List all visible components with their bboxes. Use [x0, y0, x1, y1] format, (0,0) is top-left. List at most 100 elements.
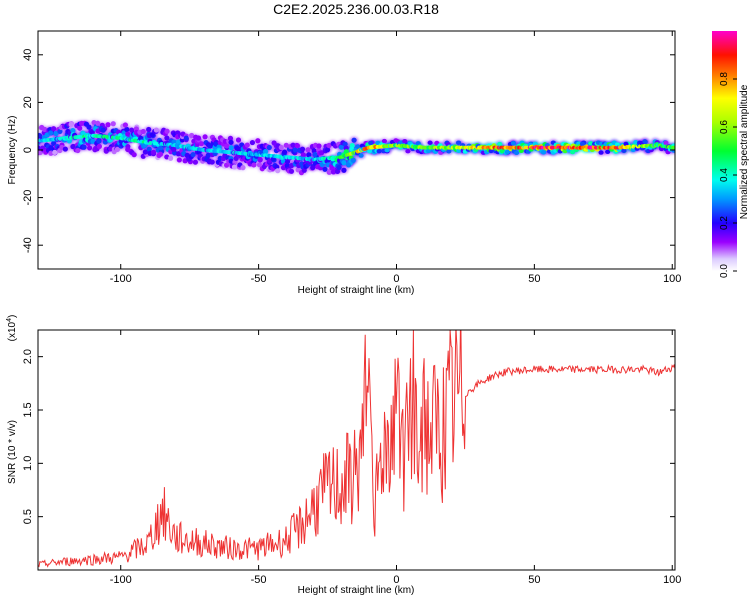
spectrogram-cell — [605, 149, 611, 154]
y-multiplier-close: ) — [7, 315, 18, 318]
colorbar-tick-label: 0.4 — [719, 168, 730, 182]
spectrogram-cell — [281, 149, 288, 155]
bottom-y-axis: 0.5 1.0 1.5 2.0 — [22, 349, 675, 524]
spectrogram-cell — [205, 152, 211, 158]
spectrogram-cell — [562, 148, 568, 154]
colorbar-tick-label: 0.2 — [719, 216, 730, 230]
spectrogram-cell — [278, 144, 284, 151]
spectrogram-cell — [341, 160, 347, 166]
spectrogram-cell — [157, 151, 164, 157]
top-x-axis: -100 -50 0 50 100 — [110, 31, 681, 285]
spectrogram-cell — [251, 162, 257, 168]
spectrogram-cell — [129, 127, 135, 133]
spectrogram-cell — [122, 122, 128, 128]
spectrogram-cell — [86, 124, 92, 130]
spectrogram-cell — [68, 121, 74, 128]
spectrogram-cell — [663, 140, 669, 146]
spectrogram-cell — [168, 155, 174, 161]
spectrogram-cell — [355, 144, 361, 149]
spectrogram-cell — [510, 140, 516, 146]
spectrogram-cell — [598, 150, 604, 155]
spectrogram-panel: -100 -50 0 50 100 -40 -20 0 20 40 Height of stra… — [7, 30, 681, 296]
spectrogram-cell — [146, 126, 152, 133]
y-multiplier-label: (x104) — [6, 315, 18, 342]
colorbar: 0.0 0.2 0.4 0.6 0.8 Normalized spectral ampl… — [712, 31, 750, 278]
spectrogram-cell — [249, 139, 256, 146]
spectrogram-cell — [189, 132, 195, 139]
top-y-axis: -40 -20 0 20 40 — [22, 49, 675, 253]
colorbar-tick-label: 0.0 — [719, 264, 730, 278]
spectrogram-cell — [540, 150, 547, 155]
spectrogram-cell — [86, 145, 93, 151]
spectrogram-cell — [198, 141, 205, 147]
spectrogram-cell — [376, 149, 382, 154]
bottom-y-tick-label: 2.0 — [22, 349, 34, 364]
spectrogram-cell — [176, 157, 182, 163]
colorbar-tick-label: 0.6 — [719, 120, 730, 134]
spectrogram-cell — [300, 152, 307, 158]
bottom-y-tick-label: 1.5 — [22, 402, 34, 417]
spectrogram-cell — [368, 140, 374, 146]
snr-frame — [37, 329, 676, 571]
spectrogram-cell — [105, 122, 111, 128]
spectrogram-cell — [228, 145, 234, 151]
snr-panel: -100 -50 0 50 100 0.5 1.0 1.5 2.0 Height of str… — [6, 315, 681, 596]
spectrogram-cell — [231, 164, 238, 170]
spectrogram-cell — [131, 152, 137, 158]
spectrogram-cell — [48, 130, 54, 136]
y-multiplier-exponent: 4 — [6, 318, 13, 322]
colorbar-tick-label: 0.8 — [719, 72, 730, 86]
spectrogram-cell — [235, 137, 242, 143]
spectrogram-cell — [384, 147, 390, 153]
spectrogram-cell — [341, 167, 347, 173]
spectrogram-cell — [150, 149, 157, 155]
spectrogram-cell — [51, 140, 57, 147]
top-y-tick-label: 40 — [22, 49, 34, 61]
bottom-x-tick-label: -100 — [110, 574, 132, 586]
spectrogram-cell — [301, 167, 307, 173]
spectrogram-cell — [346, 162, 352, 168]
colorbar-ticks: 0.0 0.2 0.4 0.6 0.8 — [719, 72, 737, 278]
spectrogram-cell — [38, 145, 41, 151]
spectrogram-cell — [633, 140, 639, 145]
spectrogram-cell — [299, 146, 306, 152]
spectrogram-cell — [569, 149, 576, 155]
bottom-x-tick-label: 50 — [528, 574, 540, 586]
spectrogram-cell — [336, 164, 342, 171]
spectrogram-cell — [488, 148, 494, 154]
chart-title: C2E2.2025.236.00.03.R18 — [273, 1, 439, 17]
top-x-tick-label: -100 — [110, 273, 132, 285]
spectrogram-cell — [402, 138, 408, 144]
spectrogram-cell — [227, 135, 234, 141]
spectrogram-heatmap — [38, 119, 675, 177]
spectrogram-cell — [266, 144, 272, 151]
spectrogram-cell — [305, 147, 311, 153]
spectrogram-cell — [52, 149, 58, 155]
spectrogram-cell — [350, 157, 356, 163]
spectrogram-cell — [312, 151, 318, 158]
top-x-tick-label: 100 — [663, 273, 681, 285]
colorbar-label: Normalized spectral amplitude — [739, 84, 750, 219]
spectrogram-cell — [202, 134, 208, 140]
spectrogram-cell — [621, 148, 627, 153]
bottom-y-axis-label: SNR (10 * v/v) — [7, 420, 18, 484]
spectrogram-cell — [405, 149, 411, 154]
spectrogram-cell — [283, 142, 289, 148]
y-multiplier-base: (x10 — [7, 321, 18, 341]
top-x-tick-label: -50 — [251, 273, 267, 285]
spectrogram-cell — [77, 125, 83, 131]
spectrogram-cell — [110, 121, 116, 127]
spectrogram-cell — [228, 139, 234, 145]
spectrogram-cell — [142, 149, 149, 155]
spectrogram-cell — [427, 140, 433, 145]
spectrogram-cell — [240, 165, 246, 171]
spectrogram-cell — [310, 165, 316, 171]
spectrogram-cell — [499, 148, 506, 154]
spectrogram-cell — [140, 128, 146, 135]
spectrogram-core — [38, 119, 675, 176]
spectrogram-cell — [62, 146, 68, 152]
spectrogram-cell — [513, 150, 520, 155]
spectrogram-cell — [195, 135, 202, 141]
spectrogram-cell — [266, 158, 273, 164]
spectrogram-cell — [38, 132, 43, 139]
